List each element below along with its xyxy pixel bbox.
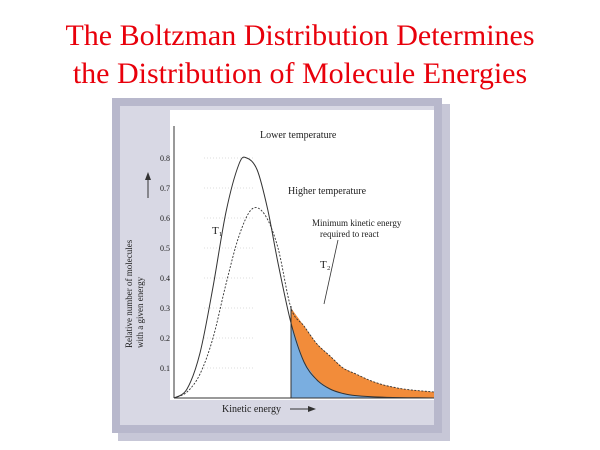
- x-axis-label: Kinetic energy: [222, 404, 281, 415]
- lower-temperature-curve: [173, 156, 435, 399]
- slide-title-line-2: the Distribution of Molecule Energies: [72, 57, 528, 90]
- y-tick-label: 0.3: [160, 304, 170, 313]
- lower-temperature-label: Lower temperature: [260, 130, 337, 141]
- y-tick-label: 0.1: [160, 364, 170, 373]
- y-axis-arrow-head: [145, 172, 151, 180]
- y-tick-label: 0.7: [160, 184, 170, 193]
- plot-area: 0.1 0.2 0.3 0.4 0.5 0.6 0.7 0.8: [160, 154, 435, 399]
- threshold-label-line-2: required to react: [320, 229, 379, 239]
- x-axis-arrow-head: [308, 406, 316, 412]
- y-axis-label-line-1: Relative number of molecules: [124, 239, 134, 348]
- y-tick-label: 0.4: [160, 274, 170, 283]
- y-tick-label: 0.2: [160, 334, 170, 343]
- y-axis-label-line-2: with a given energy: [135, 276, 145, 348]
- t1-label: T₁: [212, 225, 223, 237]
- y-tick-label: 0.6: [160, 214, 170, 223]
- high-temperature-reactive-area: [291, 308, 434, 398]
- threshold-pointer: [323, 239, 339, 305]
- low-temperature-reactive-area: [291, 323, 434, 398]
- slide-title-line-1: The Boltzman Distribution Determines: [65, 19, 535, 52]
- boltzmann-chart: 0.10.20.30.40.50.60.70.8 Kinetic energy …: [112, 98, 450, 441]
- higher-temperature-label: Higher temperature: [288, 186, 367, 197]
- threshold-label-line-1: Minimum kinetic energy: [312, 218, 402, 228]
- boltzmann-figure: 0.1 0.2 0.3 0.4 0.5 0.6 0.7 0.8 Kinetic energy …: [112, 98, 452, 443]
- t2-label: T₂: [320, 259, 331, 271]
- higher-temperature-curve: [173, 207, 435, 399]
- y-tick-label: 0.5: [160, 244, 170, 253]
- y-tick-label: 0.8: [160, 154, 170, 163]
